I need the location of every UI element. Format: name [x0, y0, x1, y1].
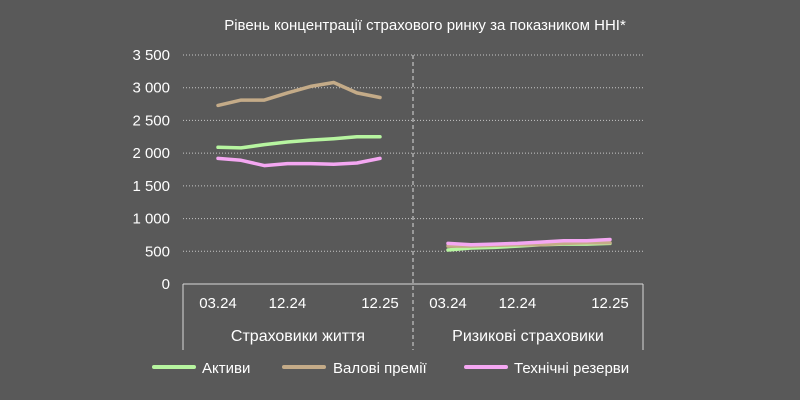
x-tick-label: 12.24 [269, 295, 307, 312]
series-line-life-Валові премії [216, 80, 382, 108]
group-label: Ризикові страховики [452, 328, 604, 345]
legend: Активи Валові премії Технічні резерви [152, 360, 629, 377]
y-tick-label: 3 000 [132, 80, 170, 97]
legend-label: Активи [202, 360, 250, 377]
y-tick-label: 2 000 [132, 145, 170, 162]
y-tick-label: 1 000 [132, 211, 170, 228]
series-line-life-Технічні резерви [216, 156, 382, 168]
legend-label: Валові премії [333, 360, 428, 377]
series-line-risk-Технічні резерви [446, 237, 612, 247]
y-tick-label: 2 500 [132, 112, 170, 129]
group-label: Страховики життя [231, 328, 365, 345]
axes: 0 500 1 000 1 500 2 000 2 500 3 000 3 500 03.24 1… [132, 47, 644, 350]
legend-label: Технічні резерви [514, 360, 629, 377]
x-tick-label: 03.24 [199, 295, 237, 312]
y-tick-label: 500 [145, 243, 170, 260]
y-tick-label: 3 500 [132, 47, 170, 64]
x-tick-label: 03.24 [429, 295, 467, 312]
series [216, 80, 612, 252]
series-line-life-Активи [216, 135, 382, 150]
y-tick-label: 1 500 [132, 178, 170, 195]
chart-title: Рівень концентрації страхового ринку за … [224, 17, 626, 34]
x-tick-label: 12.25 [591, 295, 629, 312]
x-tick-label: 12.24 [499, 295, 537, 312]
y-tick-label: 0 [162, 276, 170, 293]
x-tick-label: 12.25 [361, 295, 399, 312]
